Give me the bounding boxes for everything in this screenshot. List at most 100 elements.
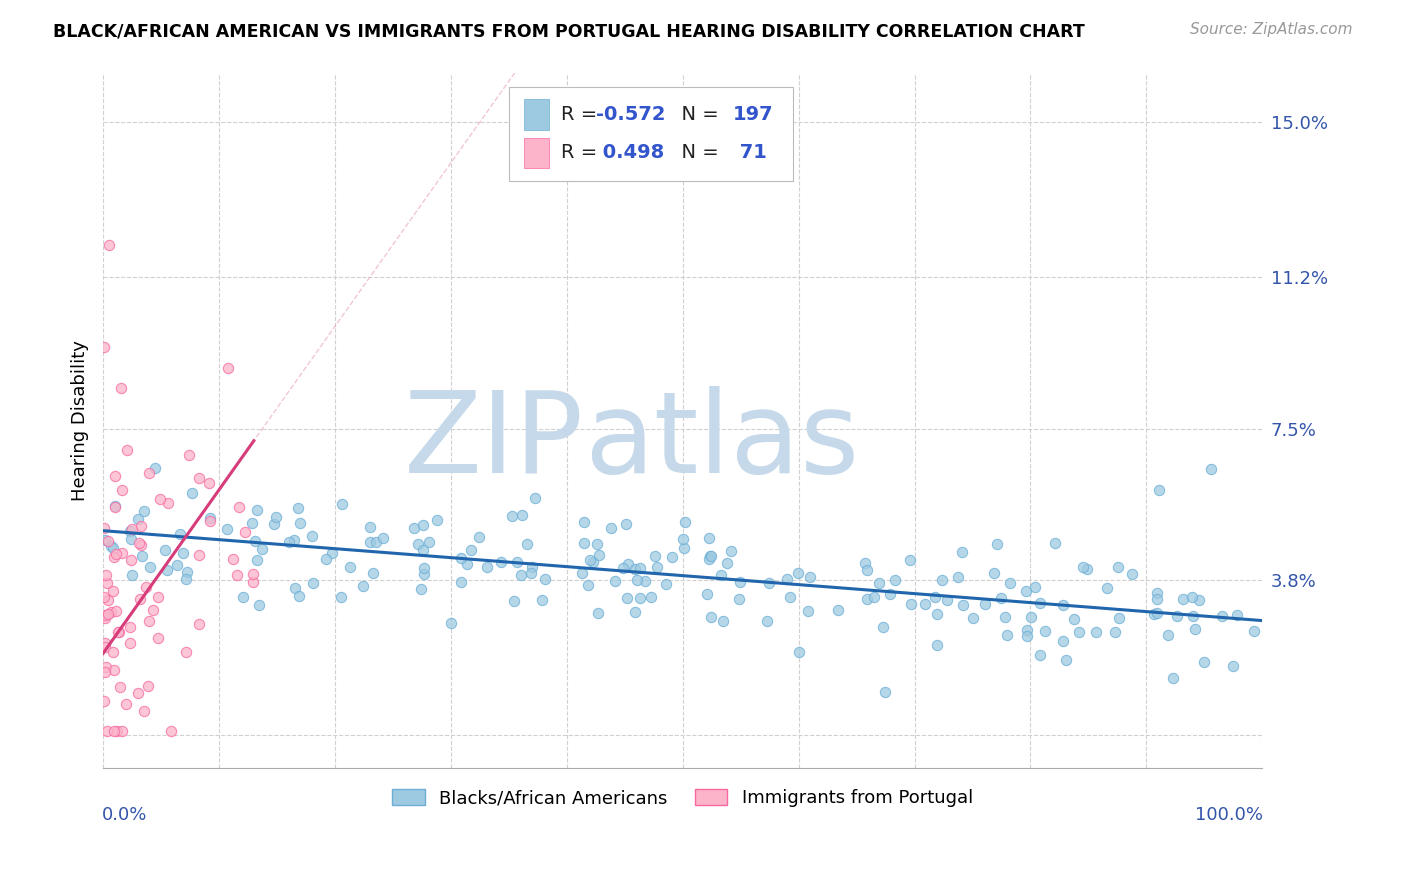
Point	[157, 496, 180, 510]
Point	[127, 686, 149, 700]
Text: -0.572: -0.572	[596, 105, 665, 124]
Point	[242, 566, 264, 581]
Point	[730, 574, 752, 589]
Point	[661, 549, 683, 564]
Point	[187, 548, 209, 562]
Point	[134, 704, 156, 718]
Point	[853, 556, 876, 570]
Point	[103, 723, 125, 738]
Text: R =: R =	[561, 144, 603, 162]
Point	[588, 548, 610, 562]
Point	[787, 645, 810, 659]
Point	[134, 504, 156, 518]
Point	[413, 561, 436, 575]
Point	[127, 512, 149, 526]
FancyBboxPatch shape	[524, 99, 550, 130]
Point	[1157, 628, 1180, 642]
Point	[1028, 596, 1050, 610]
Point	[107, 624, 129, 639]
Point	[359, 520, 381, 534]
Point	[456, 558, 478, 572]
Point	[572, 515, 595, 529]
Point	[283, 533, 305, 548]
Point	[1171, 591, 1194, 606]
Point	[998, 576, 1021, 591]
Point	[533, 572, 555, 586]
Point	[97, 607, 120, 621]
Point	[931, 573, 953, 587]
Point	[200, 515, 222, 529]
Point	[697, 531, 720, 545]
Point	[409, 582, 432, 596]
Point	[277, 534, 299, 549]
Point	[720, 544, 742, 558]
Point	[1147, 483, 1170, 497]
Point	[246, 503, 269, 517]
Point	[246, 552, 269, 566]
Point	[603, 574, 626, 589]
Text: 197: 197	[733, 105, 773, 124]
Text: 0.0%: 0.0%	[103, 805, 148, 824]
Point	[128, 536, 150, 550]
Point	[94, 608, 117, 623]
Point	[359, 535, 381, 549]
Point	[288, 516, 311, 530]
Text: N =: N =	[669, 105, 724, 124]
Point	[477, 560, 499, 574]
Point	[952, 598, 974, 612]
Point	[111, 546, 134, 560]
Text: Source: ZipAtlas.com: Source: ZipAtlas.com	[1189, 22, 1353, 37]
Point	[617, 557, 640, 571]
Point	[121, 567, 143, 582]
Point	[97, 533, 120, 548]
Point	[174, 645, 197, 659]
Text: atlas: atlas	[583, 385, 859, 497]
Point	[138, 614, 160, 628]
Point	[640, 590, 662, 604]
Point	[1121, 567, 1143, 582]
Point	[240, 516, 263, 530]
Point	[160, 723, 183, 738]
Point	[936, 593, 959, 607]
Point	[973, 598, 995, 612]
Point	[582, 555, 605, 569]
Point	[129, 538, 152, 552]
Point	[506, 555, 529, 569]
Point	[103, 550, 125, 565]
Point	[93, 694, 115, 708]
Point	[1194, 655, 1216, 669]
Point	[672, 541, 695, 555]
Point	[287, 500, 309, 515]
Point	[1181, 590, 1204, 604]
Point	[146, 590, 169, 604]
Point	[94, 640, 117, 655]
Point	[1161, 671, 1184, 685]
Point	[709, 567, 731, 582]
Point	[728, 592, 751, 607]
Point	[93, 521, 115, 535]
Point	[1107, 559, 1129, 574]
Point	[1243, 624, 1265, 638]
Point	[1187, 592, 1209, 607]
Point	[624, 562, 647, 576]
Point	[242, 574, 264, 589]
Point	[699, 549, 721, 563]
Point	[131, 518, 153, 533]
Point	[166, 558, 188, 573]
Point	[406, 537, 429, 551]
Point	[520, 566, 543, 581]
Point	[700, 610, 723, 624]
Point	[215, 522, 238, 536]
Point	[339, 559, 361, 574]
Point	[1028, 648, 1050, 662]
Point	[222, 551, 245, 566]
Point	[1146, 592, 1168, 607]
Point	[1054, 653, 1077, 667]
Text: 0.498: 0.498	[596, 144, 664, 162]
Point	[628, 560, 651, 574]
Point	[266, 510, 288, 524]
Point	[118, 636, 141, 650]
Point	[1071, 560, 1094, 574]
Point	[94, 635, 117, 649]
Y-axis label: Hearing Disability: Hearing Disability	[72, 340, 89, 500]
